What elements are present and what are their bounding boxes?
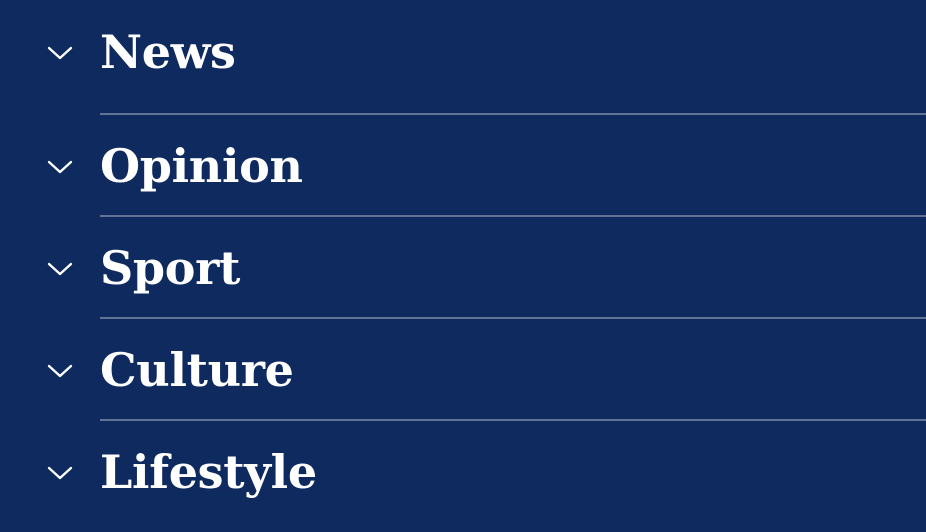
menu-item-lifestyle[interactable]: Lifestyle (0, 419, 926, 521)
menu-item-culture[interactable]: Culture (0, 317, 926, 419)
menu-item-label: Culture (100, 343, 294, 397)
menu-item-label: Lifestyle (100, 445, 317, 499)
menu-item-news[interactable]: News (0, 0, 926, 113)
chevron-down-icon[interactable] (46, 159, 74, 175)
chevron-down-icon[interactable] (46, 261, 74, 277)
menu-item-sport[interactable]: Sport (0, 215, 926, 317)
chevron-down-icon[interactable] (46, 45, 74, 61)
chevron-down-icon[interactable] (46, 465, 74, 481)
menu-item-opinion[interactable]: Opinion (0, 113, 926, 215)
menu-item-label: Sport (100, 241, 241, 295)
menu-item-label: News (100, 25, 236, 79)
chevron-down-icon[interactable] (46, 363, 74, 379)
menu-item-label: Opinion (100, 139, 303, 193)
